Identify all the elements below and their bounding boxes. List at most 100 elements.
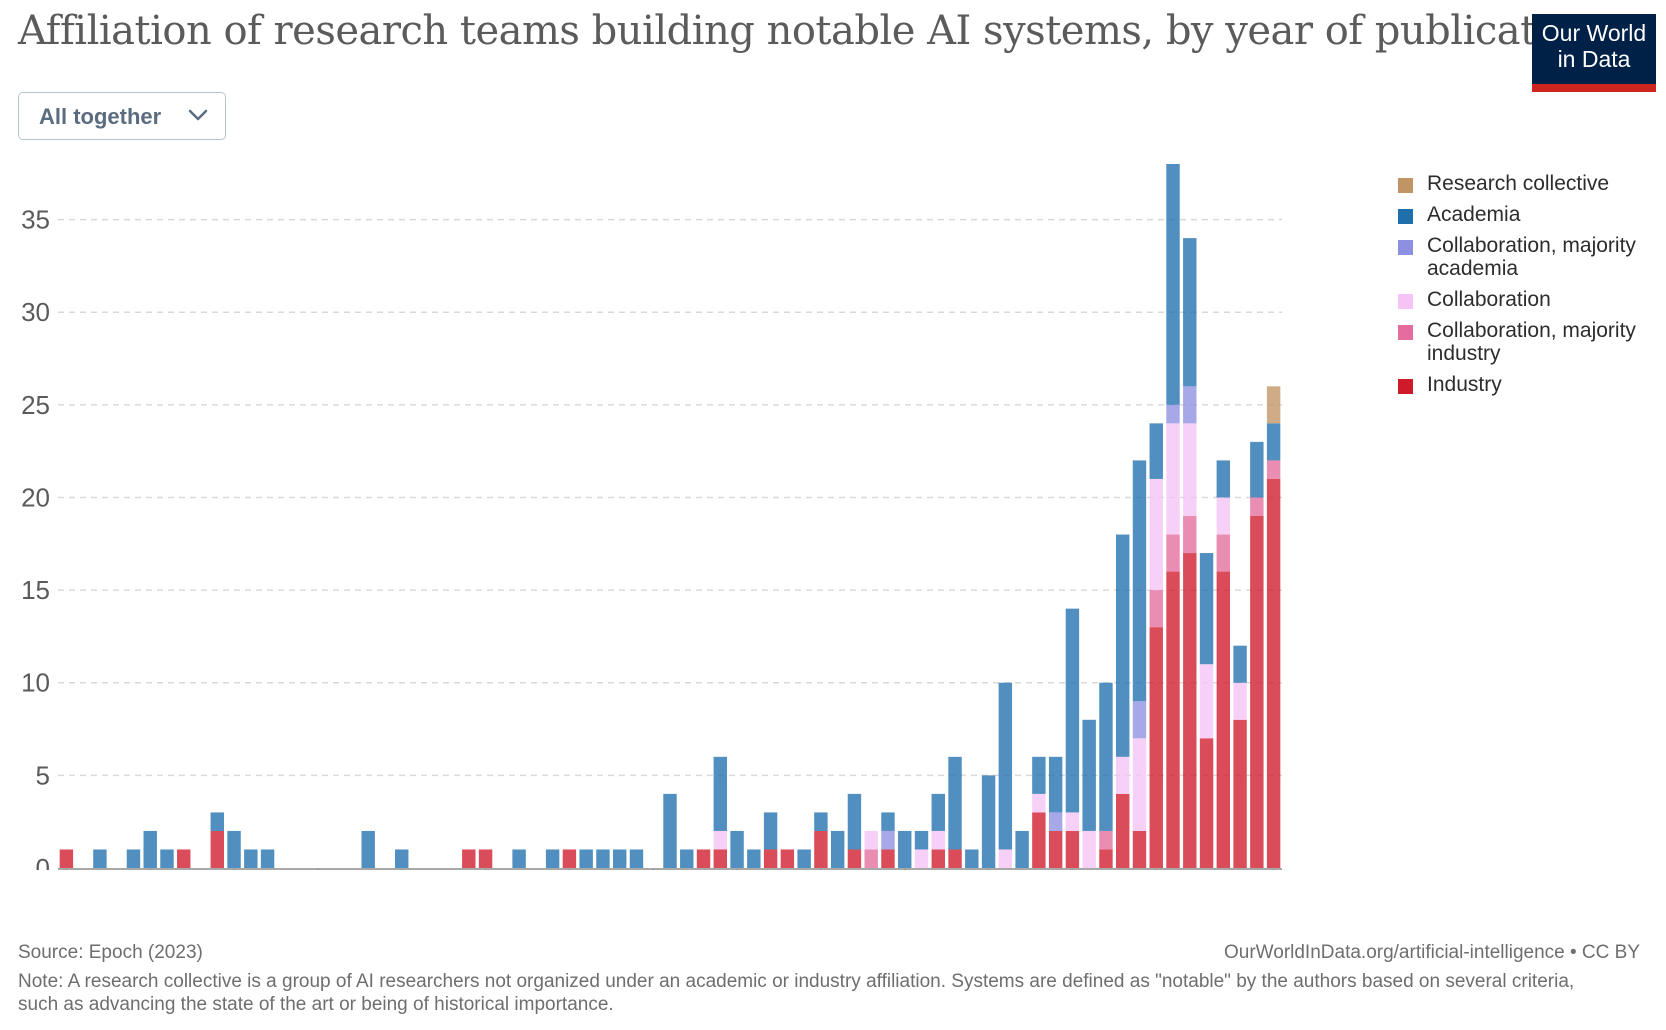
bar-segment: 1989 Industry: 1	[713, 849, 728, 868]
bar-segment: 2019 Industry: 16	[1216, 571, 1231, 868]
legend-item-academia[interactable]: Academia	[1398, 203, 1658, 226]
owid-logo[interactable]: Our World in Data	[1532, 14, 1656, 92]
bar-segment: 2010 Industry: 2	[1065, 830, 1080, 868]
bar-segment: 2018 Academia: 6	[1199, 553, 1214, 665]
bar-segment: 2015 Academia: 3	[1149, 423, 1163, 479]
chevron-down-icon	[188, 109, 208, 121]
bar-segment: 2020 Collaboration: 2	[1233, 682, 1247, 720]
legend-label: Collaboration, majority industry	[1427, 319, 1636, 365]
bar-segment: 1989 Collaboration: 1	[713, 830, 728, 850]
bar-segment: 2021 Industry: 19	[1250, 516, 1264, 868]
bar-segment: 2017 Industry: 17	[1183, 553, 1197, 868]
bar-segment: 2009 Industry: 2	[1048, 830, 1063, 868]
bar-segment: 2007 Academia: 2	[1015, 830, 1029, 868]
legend-item-research-collective[interactable]: Research collective	[1398, 172, 1658, 195]
bar-segment: 2002 Academia: 2	[931, 793, 945, 831]
legend-item-industry[interactable]: Industry	[1398, 373, 1658, 396]
bar-segment: 1957 Industry: 1	[177, 849, 191, 868]
bar-segment: 2012 Collaboration, majority industry: 1	[1099, 830, 1113, 850]
bar-segment: 2010 Collaboration: 1	[1065, 812, 1080, 831]
bar-segment: 2017 Collaboration, majority academia: 2	[1183, 386, 1197, 424]
legend-item-collab-majority-academia[interactable]: Collaboration, majority academia	[1398, 234, 1658, 280]
bar-segment: 2005 Academia: 5	[981, 775, 996, 868]
chart-legend: Research collective Academia Collaborati…	[1398, 172, 1658, 404]
bar-segment: 1952 Academia: 1	[93, 849, 107, 868]
bar-segment: 2008 Academia: 2	[1032, 756, 1046, 794]
bar-segment: 2001 Collaboration: 1	[914, 849, 929, 868]
bar-segment: 1955 Academia: 2	[143, 830, 157, 868]
source-url-link[interactable]: OurWorldInData.org/artificial-intelligen…	[1223, 942, 1640, 963]
bar-segment: 2002 Collaboration: 1	[931, 830, 945, 850]
bar-segment: 2016 Collaboration, majority academia: 1	[1166, 404, 1180, 424]
bar-segment: 2014 Collaboration: 5	[1132, 738, 1147, 831]
bar-segment: 2011 Collaboration: 2	[1082, 830, 1096, 868]
bar-segment: 2002 Industry: 1	[931, 849, 945, 868]
logo-line-2: in Data	[1557, 46, 1631, 72]
bar-segment: 2015 Collaboration: 6	[1149, 478, 1163, 591]
bar-segment: 1993 Industry: 1	[780, 849, 795, 868]
bar-segment: 2000 Academia: 2	[898, 830, 912, 868]
legend-label: Academia	[1427, 203, 1521, 226]
chart-note: Note: A research collective is a group o…	[18, 971, 1575, 1015]
bar-segment: 2012 Industry: 1	[1099, 849, 1113, 868]
legend-label: Industry	[1427, 373, 1502, 396]
logo-line-1: Our World	[1541, 20, 1647, 46]
bar-segment: 2006 Collaboration: 1	[998, 849, 1013, 868]
bar-segment: 1962 Academia: 1	[260, 849, 275, 868]
bar-segment: 2022 Collaboration, majority industry: 1	[1266, 460, 1281, 479]
bar-segment: 2019 Academia: 2	[1216, 460, 1231, 498]
bar-segment: 2001 Academia: 1	[914, 830, 929, 850]
bar-segment: 2015 Collaboration, majority industry: 2	[1149, 590, 1163, 628]
bar-segment: 2022 Academia: 2	[1266, 423, 1281, 461]
legend-swatch	[1398, 379, 1413, 394]
legend-swatch	[1398, 178, 1413, 193]
bar-segment: 1997 Industry: 1	[847, 849, 862, 868]
legend-label: Research collective	[1427, 172, 1610, 195]
legend-swatch	[1398, 325, 1413, 340]
bar-segment: 1982 Academia: 1	[596, 849, 610, 868]
bar-segment: 2013 Academia: 12	[1116, 534, 1130, 757]
bar-segment: 2012 Academia: 8	[1099, 682, 1113, 831]
bar-segment: 1991 Academia: 1	[747, 849, 761, 868]
bar-segment: 1987 Academia: 1	[680, 849, 694, 868]
bar-segment: 1981 Academia: 1	[579, 849, 593, 868]
bar-segment: 2014 Academia: 13	[1132, 460, 1147, 702]
legend-item-collaboration[interactable]: Collaboration	[1398, 288, 1658, 311]
y-tick-label: 35	[21, 205, 50, 235]
bar-segment: 1968 Academia: 2	[361, 830, 375, 868]
bar-segment: 2021 Collaboration, majority industry: 1	[1250, 497, 1264, 516]
bar-segment: 1977 Academia: 1	[512, 849, 526, 868]
bar-segment: 2015 Industry: 13	[1149, 627, 1163, 868]
y-tick-label: 30	[21, 297, 50, 327]
bar-segment: 1975 Industry: 1	[478, 849, 493, 868]
bar-segment: 2020 Academia: 2	[1233, 645, 1247, 683]
bar-segment: 1990 Academia: 2	[730, 830, 744, 868]
bar-segment: 2017 Collaboration: 5	[1183, 423, 1197, 516]
bar-segment: 1998 Collaboration: 1	[864, 830, 878, 850]
bar-segment: 1959 Academia: 1	[210, 812, 224, 831]
bar-segment: 2008 Industry: 3	[1032, 812, 1046, 868]
bar-segment: 2017 Academia: 8	[1183, 238, 1197, 387]
y-tick-label: 15	[21, 575, 50, 605]
bar-segment: 1979 Academia: 1	[545, 849, 560, 868]
bar-segment: 1956 Academia: 1	[160, 849, 174, 868]
bar-segment: 2013 Collaboration: 2	[1116, 756, 1130, 794]
dropdown-label: All together	[39, 104, 162, 129]
bar-segment: 2022 Industry: 21	[1266, 478, 1281, 868]
y-tick-label: 25	[21, 390, 50, 420]
bar-segment: 2009 Academia: 3	[1048, 756, 1063, 813]
bar-segment: 2006 Academia: 9	[998, 682, 1013, 850]
bar-segment: 2004 Academia: 1	[965, 849, 979, 868]
bar-segment: 1994 Academia: 1	[797, 849, 811, 868]
chart-title: Affiliation of research teams building n…	[18, 8, 1597, 54]
bar-segment: 1960 Academia: 2	[227, 830, 241, 868]
legend-swatch	[1398, 240, 1413, 255]
bar-segment: 2003 Academia: 5	[948, 756, 962, 850]
logo-accent-bar	[1532, 84, 1656, 92]
bar-segment: 2016 Industry: 16	[1166, 571, 1180, 868]
legend-item-collab-majority-industry[interactable]: Collaboration, majority industry	[1398, 319, 1658, 365]
bar-segment: 2022 Research collective: 2	[1266, 386, 1281, 424]
y-tick-label: 20	[21, 482, 50, 512]
aggregation-dropdown[interactable]: All together	[18, 92, 226, 140]
bar-segment: 1961 Academia: 1	[244, 849, 258, 868]
